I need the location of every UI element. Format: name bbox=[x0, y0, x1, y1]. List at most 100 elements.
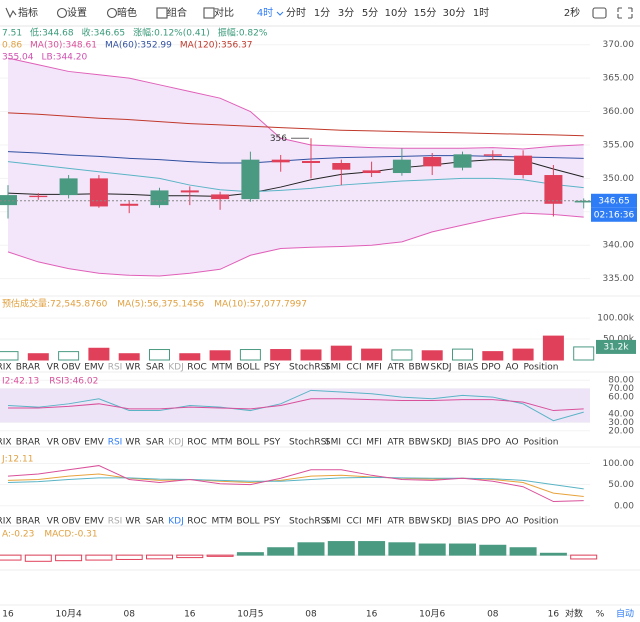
indicator-tab[interactable]: WR bbox=[125, 438, 140, 448]
indicator-tab[interactable]: SMI bbox=[325, 438, 341, 448]
interval-option[interactable]: 1分 bbox=[314, 7, 330, 19]
refresh-rate[interactable]: 2秒 bbox=[564, 6, 580, 19]
indicator-tab[interactable]: PSY bbox=[264, 517, 281, 527]
indicator-tab[interactable]: OBV bbox=[61, 517, 81, 527]
indicator-tab[interactable]: StochRSI bbox=[289, 438, 329, 448]
interval-option[interactable]: 15分 bbox=[414, 7, 437, 19]
indicator-tab[interactable]: BBW bbox=[409, 517, 430, 527]
indicator-tab[interactable]: ROC bbox=[187, 438, 207, 448]
y-tick-label: 335.00 bbox=[603, 274, 635, 284]
indicator-tab[interactable]: BIAS bbox=[458, 363, 479, 373]
indicator-tab[interactable]: VR bbox=[47, 363, 59, 373]
interval-option[interactable]: 10分 bbox=[385, 7, 408, 19]
indicator-tab[interactable]: BIAS bbox=[458, 517, 479, 527]
indicator-tab[interactable]: MTM bbox=[211, 438, 232, 448]
indicator-tab[interactable]: CCI bbox=[346, 517, 361, 527]
indicator-tab[interactable]: MTM bbox=[211, 517, 232, 527]
indicator-tab[interactable]: SAR bbox=[146, 517, 164, 527]
indicator-tab[interactable]: BOLL bbox=[236, 517, 259, 527]
interval-option[interactable]: 5分 bbox=[362, 7, 378, 19]
toolbar-item[interactable]: 暗色 bbox=[117, 6, 137, 19]
countdown-tag bbox=[591, 207, 637, 222]
indicator-tab[interactable]: MFI bbox=[366, 363, 382, 373]
indicator-tab[interactable]: VR bbox=[47, 517, 59, 527]
indicator-tab[interactable]: OBV bbox=[61, 363, 81, 373]
indicator-tab[interactable]: PSY bbox=[264, 438, 281, 448]
indicator-tab[interactable]: BRAR bbox=[16, 363, 40, 373]
interval-option[interactable]: 分时 bbox=[286, 7, 306, 19]
indicator-tab[interactable]: ATR bbox=[387, 517, 404, 527]
indicator-tab[interactable]: SMI bbox=[325, 363, 341, 373]
indicator-tab[interactable]: BOLL bbox=[236, 438, 259, 448]
indicator-tab[interactable]: BBW bbox=[409, 363, 430, 373]
indicator-tab[interactable]: AO bbox=[505, 517, 518, 527]
candle-body bbox=[544, 175, 563, 204]
indicator-tab[interactable]: RIX bbox=[0, 517, 12, 527]
interval-option[interactable]: 30分 bbox=[443, 7, 466, 19]
indicator-tab[interactable]: DPO bbox=[481, 438, 500, 448]
ma-line bbox=[7, 112, 584, 137]
indicator-tab[interactable]: DPO bbox=[481, 517, 500, 527]
indicator-tab[interactable]: AO bbox=[505, 363, 518, 373]
indicator-tab[interactable]: SMI bbox=[325, 517, 341, 527]
interval-option[interactable]: 3分 bbox=[338, 7, 354, 19]
indicator-tab[interactable]: RIX bbox=[0, 438, 12, 448]
indicator-tab[interactable]: MTM bbox=[211, 363, 232, 373]
indicator-tab[interactable]: CCI bbox=[346, 438, 361, 448]
indicator-tab[interactable]: WR bbox=[125, 517, 140, 527]
indicator-tab[interactable]: Position bbox=[523, 517, 558, 527]
indicator-tab[interactable]: CCI bbox=[346, 363, 361, 373]
interval-option[interactable]: 4时 bbox=[257, 7, 273, 19]
indicator-tab[interactable]: DPO bbox=[481, 363, 500, 373]
indicator-tab[interactable]: KDJ bbox=[168, 363, 184, 373]
indicator-tab[interactable]: ROC bbox=[187, 517, 207, 527]
indicator-tab[interactable]: OBV bbox=[61, 438, 81, 448]
indicator-tab[interactable]: BOLL bbox=[236, 363, 259, 373]
indicator-tab[interactable]: WR bbox=[125, 363, 140, 373]
indicator-tab[interactable]: MFI bbox=[366, 438, 382, 448]
indicator-tab[interactable]: KDJ bbox=[168, 438, 184, 448]
macd-bar bbox=[570, 554, 598, 560]
indicator-tab[interactable]: ATR bbox=[387, 363, 404, 373]
indicator-tab[interactable]: ATR bbox=[387, 438, 404, 448]
indicator-tab[interactable]: StochRSI bbox=[289, 517, 329, 527]
indicator-tab[interactable]: SAR bbox=[146, 363, 164, 373]
indicator-tab[interactable]: MFI bbox=[366, 517, 382, 527]
axis-control[interactable]: 自动 bbox=[616, 608, 634, 620]
indicator-tab[interactable]: BBW bbox=[409, 438, 430, 448]
volume-bar bbox=[391, 349, 413, 361]
indicator-tab[interactable]: StochRSI bbox=[289, 363, 329, 373]
toolbar-item[interactable]: 设置 bbox=[67, 7, 87, 19]
axis-control[interactable]: % bbox=[596, 610, 605, 620]
axis-control[interactable]: 对数 bbox=[565, 608, 583, 620]
toolbar-item[interactable]: 对比 bbox=[214, 6, 234, 19]
indicator-tab[interactable]: VR bbox=[47, 438, 59, 448]
indicator-tab[interactable]: ROC bbox=[187, 363, 207, 373]
indicator-tab[interactable]: Position bbox=[523, 363, 558, 373]
indicator-tab[interactable]: Position bbox=[523, 438, 558, 448]
indicator-tab[interactable]: RSI bbox=[108, 363, 123, 373]
candle-body bbox=[241, 159, 260, 200]
toolbar-item[interactable]: 指标 bbox=[18, 6, 38, 19]
indicator-tab[interactable]: KDJ bbox=[168, 517, 184, 527]
indicator-tab[interactable]: SKDJ bbox=[430, 438, 451, 448]
indicator-tab[interactable]: SKDJ bbox=[430, 517, 451, 527]
indicator-tab[interactable]: BRAR bbox=[16, 438, 40, 448]
indicator-tab[interactable]: SKDJ bbox=[430, 363, 451, 373]
indicator-tab[interactable]: SAR bbox=[146, 438, 164, 448]
interval-option[interactable]: 1时 bbox=[473, 7, 489, 19]
legend-item: 低:344.68 bbox=[30, 27, 74, 39]
indicator-tab[interactable]: AO bbox=[505, 438, 518, 448]
indicator-tab[interactable]: BIAS bbox=[458, 438, 479, 448]
indicator-tab[interactable]: EMV bbox=[84, 517, 104, 527]
indicator-tab[interactable]: EMV bbox=[84, 438, 104, 448]
indicator-tab[interactable]: RIX bbox=[0, 363, 12, 373]
boll-lower bbox=[7, 212, 584, 277]
indicator-tab[interactable]: RSI bbox=[108, 517, 123, 527]
indicator-tab[interactable]: BRAR bbox=[16, 517, 40, 527]
indicator-tab[interactable]: EMV bbox=[84, 363, 104, 373]
indicator-tab[interactable]: RSI bbox=[108, 438, 123, 448]
volume-bar bbox=[573, 346, 595, 361]
indicator-tab[interactable]: PSY bbox=[264, 363, 281, 373]
toolbar-item[interactable]: 组合 bbox=[167, 6, 187, 19]
